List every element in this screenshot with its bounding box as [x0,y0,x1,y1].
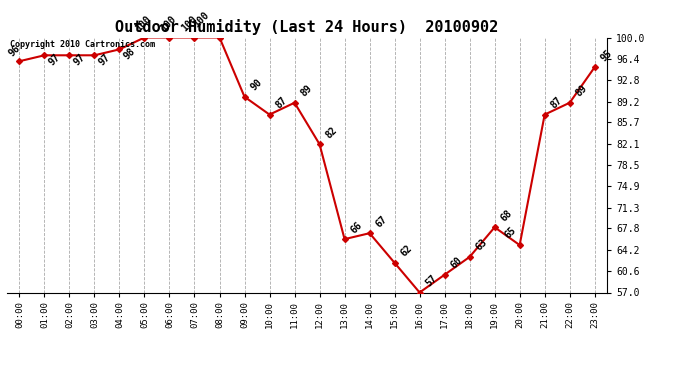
Text: 63: 63 [474,237,489,253]
Text: 89: 89 [299,83,314,99]
Title: Outdoor Humidity (Last 24 Hours)  20100902: Outdoor Humidity (Last 24 Hours) 2010090… [115,19,499,35]
Text: 95: 95 [599,48,614,63]
Text: 66: 66 [348,220,364,235]
Text: 67: 67 [374,214,389,229]
Text: 96: 96 [7,43,22,58]
Text: 68: 68 [499,208,514,223]
Text: 100: 100 [159,14,178,33]
Text: 97: 97 [47,53,63,68]
Text: 57: 57 [424,273,439,288]
Text: 62: 62 [399,243,414,259]
Text: 98: 98 [122,46,137,62]
Text: 97: 97 [97,53,112,68]
Text: Copyright 2010 Cartronics.com: Copyright 2010 Cartronics.com [10,40,155,49]
Text: 65: 65 [503,225,518,241]
Text: 60: 60 [448,255,464,270]
Text: 82: 82 [324,125,339,140]
Text: 90: 90 [248,77,264,93]
Text: 100: 100 [133,14,153,33]
Text: 100: 100 [179,14,199,33]
Text: 97: 97 [72,53,88,68]
Text: 89: 89 [574,83,589,99]
Text: 87: 87 [549,95,564,110]
Text: 87: 87 [274,95,289,110]
Text: 100: 100 [192,10,211,29]
